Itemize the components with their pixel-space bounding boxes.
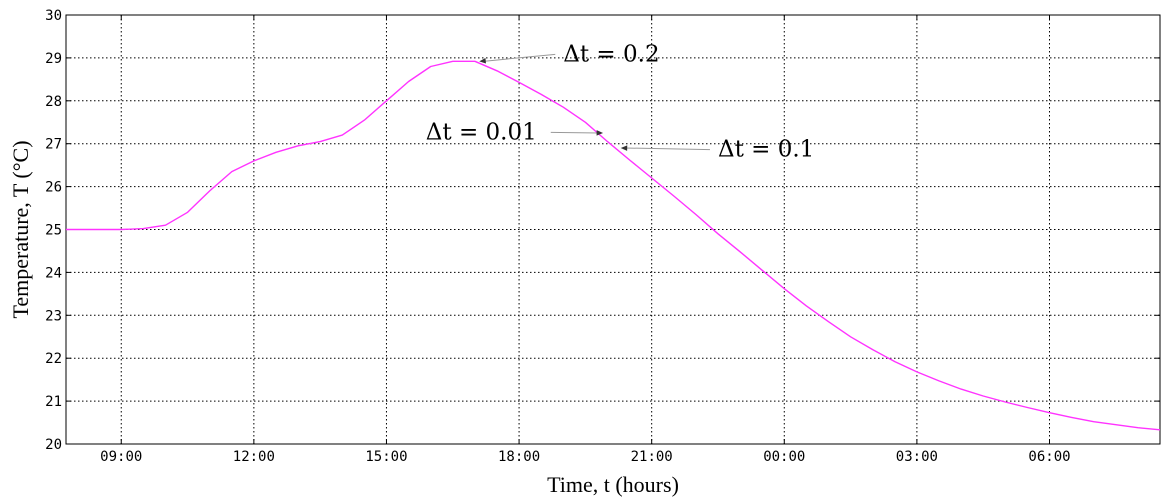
series-group	[66, 60, 1161, 431]
grid-lines	[66, 15, 1160, 444]
x-tick-label: 03:00	[896, 449, 938, 465]
x-tick-label: 15:00	[365, 449, 407, 465]
y-tick-label: 22	[45, 351, 62, 367]
temperature-series-line	[66, 60, 1161, 431]
annotation-leader	[550, 131, 600, 134]
annotation-arrowhead	[479, 58, 486, 64]
annotation-label: Δt = 0.01	[426, 119, 537, 145]
y-tick-label: 25	[45, 223, 62, 239]
y-tick-label: 24	[45, 265, 62, 281]
x-axis-title: Time, t (hours)	[547, 472, 679, 497]
y-tick-label: 30	[45, 8, 62, 24]
y-tick-label: 21	[45, 394, 62, 410]
y-axis-ticks: 20 21 22 23 24 25 26 27 28 29 30	[45, 8, 1160, 453]
y-tick-label: 29	[45, 51, 62, 67]
annotation-leader	[483, 53, 556, 62]
x-tick-label: 18:00	[498, 449, 540, 465]
x-tick-label: 12:00	[233, 449, 275, 465]
annotation-label: Δt = 0.1	[718, 137, 814, 163]
y-axis-title: Temperature, T (°C)	[8, 140, 33, 318]
x-tick-label: 09:00	[100, 449, 142, 465]
y-tick-label: 27	[45, 137, 62, 153]
y-tick-label: 20	[45, 437, 62, 453]
x-tick-label: 00:00	[763, 449, 805, 465]
annotation-leader	[624, 147, 710, 151]
annotation-label: Δt = 0.2	[563, 41, 659, 67]
x-tick-label: 06:00	[1028, 449, 1070, 465]
y-tick-label: 23	[45, 308, 62, 324]
annotation-arrowhead	[620, 145, 628, 151]
annotations: Δt = 0.2 Δt = 0.01 Δt = 0.1	[426, 41, 815, 162]
annotation-arrowhead	[596, 130, 604, 136]
y-tick-label: 26	[45, 180, 62, 196]
y-tick-label: 28	[45, 94, 62, 110]
x-axis-ticks: 09:00 12:00 15:00 18:00 21:00 00:00 03:00 06:00	[100, 15, 1071, 465]
x-tick-label: 21:00	[631, 449, 673, 465]
